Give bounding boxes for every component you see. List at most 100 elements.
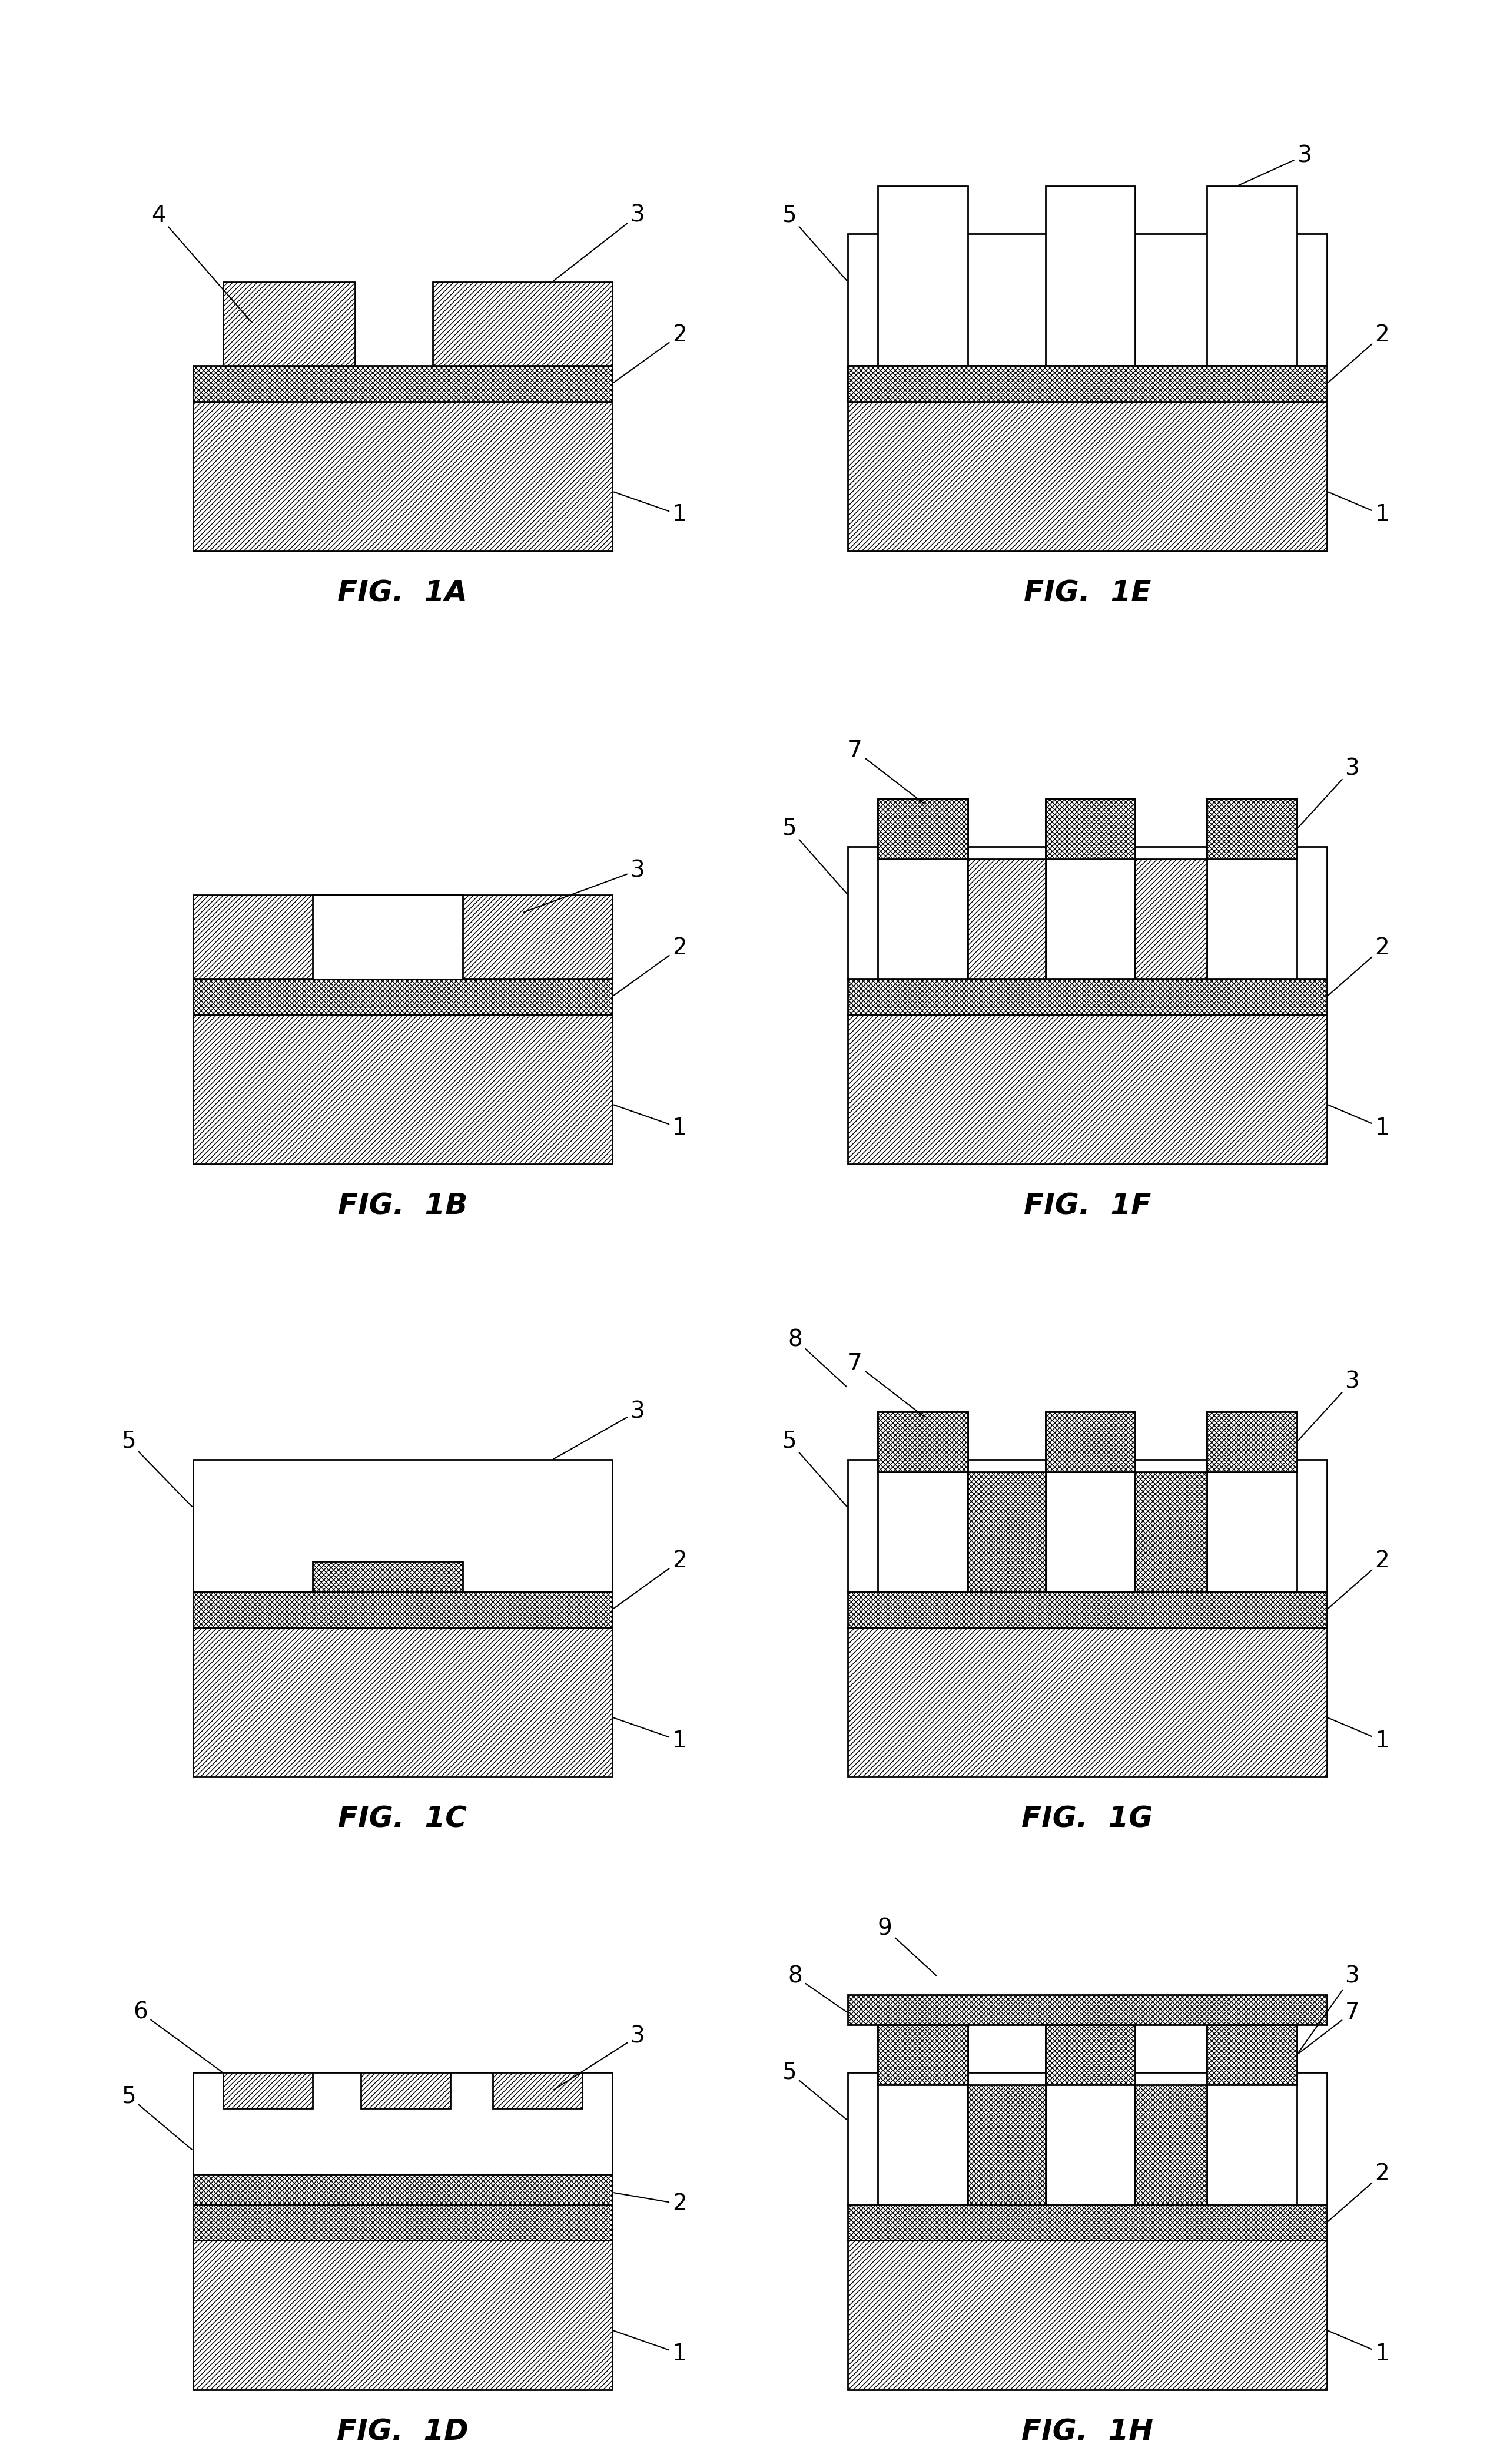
- FancyBboxPatch shape: [848, 1592, 1328, 1626]
- Text: FIG.  1F: FIG. 1F: [1024, 1193, 1152, 1220]
- FancyBboxPatch shape: [1207, 2025, 1296, 2205]
- Text: 3: 3: [524, 860, 645, 912]
- Text: FIG.  1C: FIG. 1C: [338, 1806, 468, 1833]
- Text: 2: 2: [614, 1550, 687, 1609]
- FancyBboxPatch shape: [432, 281, 612, 365]
- Text: FIG.  1A: FIG. 1A: [338, 579, 468, 606]
- FancyBboxPatch shape: [848, 848, 1328, 978]
- FancyBboxPatch shape: [194, 894, 612, 978]
- FancyBboxPatch shape: [1046, 2025, 1135, 2085]
- FancyBboxPatch shape: [848, 2240, 1328, 2390]
- Text: 7: 7: [1298, 2001, 1359, 2053]
- FancyBboxPatch shape: [878, 185, 967, 365]
- Text: 7: 7: [848, 739, 924, 803]
- FancyBboxPatch shape: [1046, 798, 1135, 860]
- FancyBboxPatch shape: [848, 402, 1328, 552]
- Text: 4: 4: [150, 205, 252, 323]
- FancyBboxPatch shape: [361, 2072, 450, 2109]
- Text: FIG.  1H: FIG. 1H: [1021, 2417, 1153, 2447]
- FancyBboxPatch shape: [848, 234, 1328, 365]
- FancyBboxPatch shape: [194, 365, 612, 402]
- FancyBboxPatch shape: [194, 402, 612, 552]
- Text: FIG.  1E: FIG. 1E: [1024, 579, 1152, 606]
- Text: FIG.  1D: FIG. 1D: [337, 2417, 468, 2447]
- Text: 2: 2: [1328, 1550, 1389, 1609]
- FancyBboxPatch shape: [1135, 2085, 1207, 2205]
- Text: 1: 1: [614, 1104, 687, 1138]
- Text: 1: 1: [1329, 493, 1390, 525]
- FancyBboxPatch shape: [1207, 1412, 1296, 1592]
- Text: 7: 7: [848, 1353, 924, 1417]
- Text: 2: 2: [1328, 2163, 1389, 2223]
- FancyBboxPatch shape: [194, 2205, 612, 2240]
- FancyBboxPatch shape: [1207, 2025, 1296, 2085]
- FancyBboxPatch shape: [313, 894, 462, 978]
- FancyBboxPatch shape: [878, 798, 967, 978]
- FancyBboxPatch shape: [493, 2072, 583, 2109]
- Text: 3: 3: [1298, 1370, 1359, 1441]
- Text: 5: 5: [782, 818, 846, 894]
- FancyBboxPatch shape: [194, 2173, 612, 2205]
- Text: 8: 8: [788, 1328, 846, 1387]
- FancyBboxPatch shape: [848, 365, 1328, 402]
- Text: 5: 5: [121, 1429, 192, 1506]
- Text: 1: 1: [614, 1717, 687, 1752]
- Text: 5: 5: [782, 205, 846, 281]
- FancyBboxPatch shape: [848, 1996, 1328, 2025]
- FancyBboxPatch shape: [1046, 185, 1135, 365]
- Text: 1: 1: [614, 493, 687, 525]
- Text: FIG.  1G: FIG. 1G: [1022, 1806, 1153, 1833]
- FancyBboxPatch shape: [848, 2205, 1328, 2240]
- Text: FIG.  1B: FIG. 1B: [338, 1193, 468, 1220]
- FancyBboxPatch shape: [878, 1412, 967, 1471]
- FancyBboxPatch shape: [194, 1592, 612, 1626]
- Text: 5: 5: [782, 1429, 846, 1506]
- Text: 3: 3: [554, 2025, 645, 2089]
- FancyBboxPatch shape: [848, 1015, 1328, 1163]
- FancyBboxPatch shape: [194, 2240, 612, 2390]
- FancyBboxPatch shape: [194, 1015, 612, 1163]
- FancyBboxPatch shape: [1207, 185, 1296, 365]
- FancyBboxPatch shape: [848, 2072, 1328, 2205]
- FancyBboxPatch shape: [1207, 798, 1296, 978]
- Text: 1: 1: [614, 2331, 687, 2365]
- Text: 5: 5: [782, 2060, 846, 2119]
- FancyBboxPatch shape: [1135, 1471, 1207, 1592]
- FancyBboxPatch shape: [1046, 798, 1135, 978]
- FancyBboxPatch shape: [848, 978, 1328, 1015]
- FancyBboxPatch shape: [848, 365, 1328, 402]
- FancyBboxPatch shape: [194, 2072, 612, 2205]
- Text: 3: 3: [1298, 756, 1359, 828]
- FancyBboxPatch shape: [967, 2085, 1046, 2205]
- FancyBboxPatch shape: [878, 798, 967, 860]
- Text: 5: 5: [121, 2085, 192, 2149]
- Text: 3: 3: [554, 1400, 645, 1459]
- FancyBboxPatch shape: [223, 281, 355, 365]
- FancyBboxPatch shape: [967, 1471, 1046, 1592]
- Text: 1: 1: [1329, 1104, 1390, 1138]
- FancyBboxPatch shape: [848, 1459, 1328, 1592]
- FancyBboxPatch shape: [194, 1459, 612, 1592]
- Text: 8: 8: [788, 1966, 846, 2011]
- FancyBboxPatch shape: [878, 2025, 967, 2085]
- FancyBboxPatch shape: [1135, 860, 1207, 978]
- FancyBboxPatch shape: [1046, 2025, 1135, 2205]
- Text: 2: 2: [614, 936, 687, 995]
- FancyBboxPatch shape: [848, 1626, 1328, 1777]
- Text: 3: 3: [1298, 1966, 1359, 2053]
- FancyBboxPatch shape: [194, 1626, 612, 1777]
- FancyBboxPatch shape: [194, 978, 612, 1015]
- Text: 3: 3: [554, 205, 645, 281]
- Text: 9: 9: [878, 1917, 936, 1976]
- FancyBboxPatch shape: [313, 1562, 462, 1592]
- Text: 6: 6: [133, 2001, 222, 2072]
- FancyBboxPatch shape: [223, 2072, 313, 2109]
- Text: 1: 1: [1329, 2331, 1390, 2365]
- Text: 3: 3: [1238, 145, 1311, 185]
- FancyBboxPatch shape: [1046, 1412, 1135, 1471]
- FancyBboxPatch shape: [878, 2025, 967, 2205]
- Text: 2: 2: [614, 2193, 687, 2215]
- FancyBboxPatch shape: [1207, 798, 1296, 860]
- FancyBboxPatch shape: [1207, 1412, 1296, 1471]
- FancyBboxPatch shape: [1046, 1412, 1135, 1592]
